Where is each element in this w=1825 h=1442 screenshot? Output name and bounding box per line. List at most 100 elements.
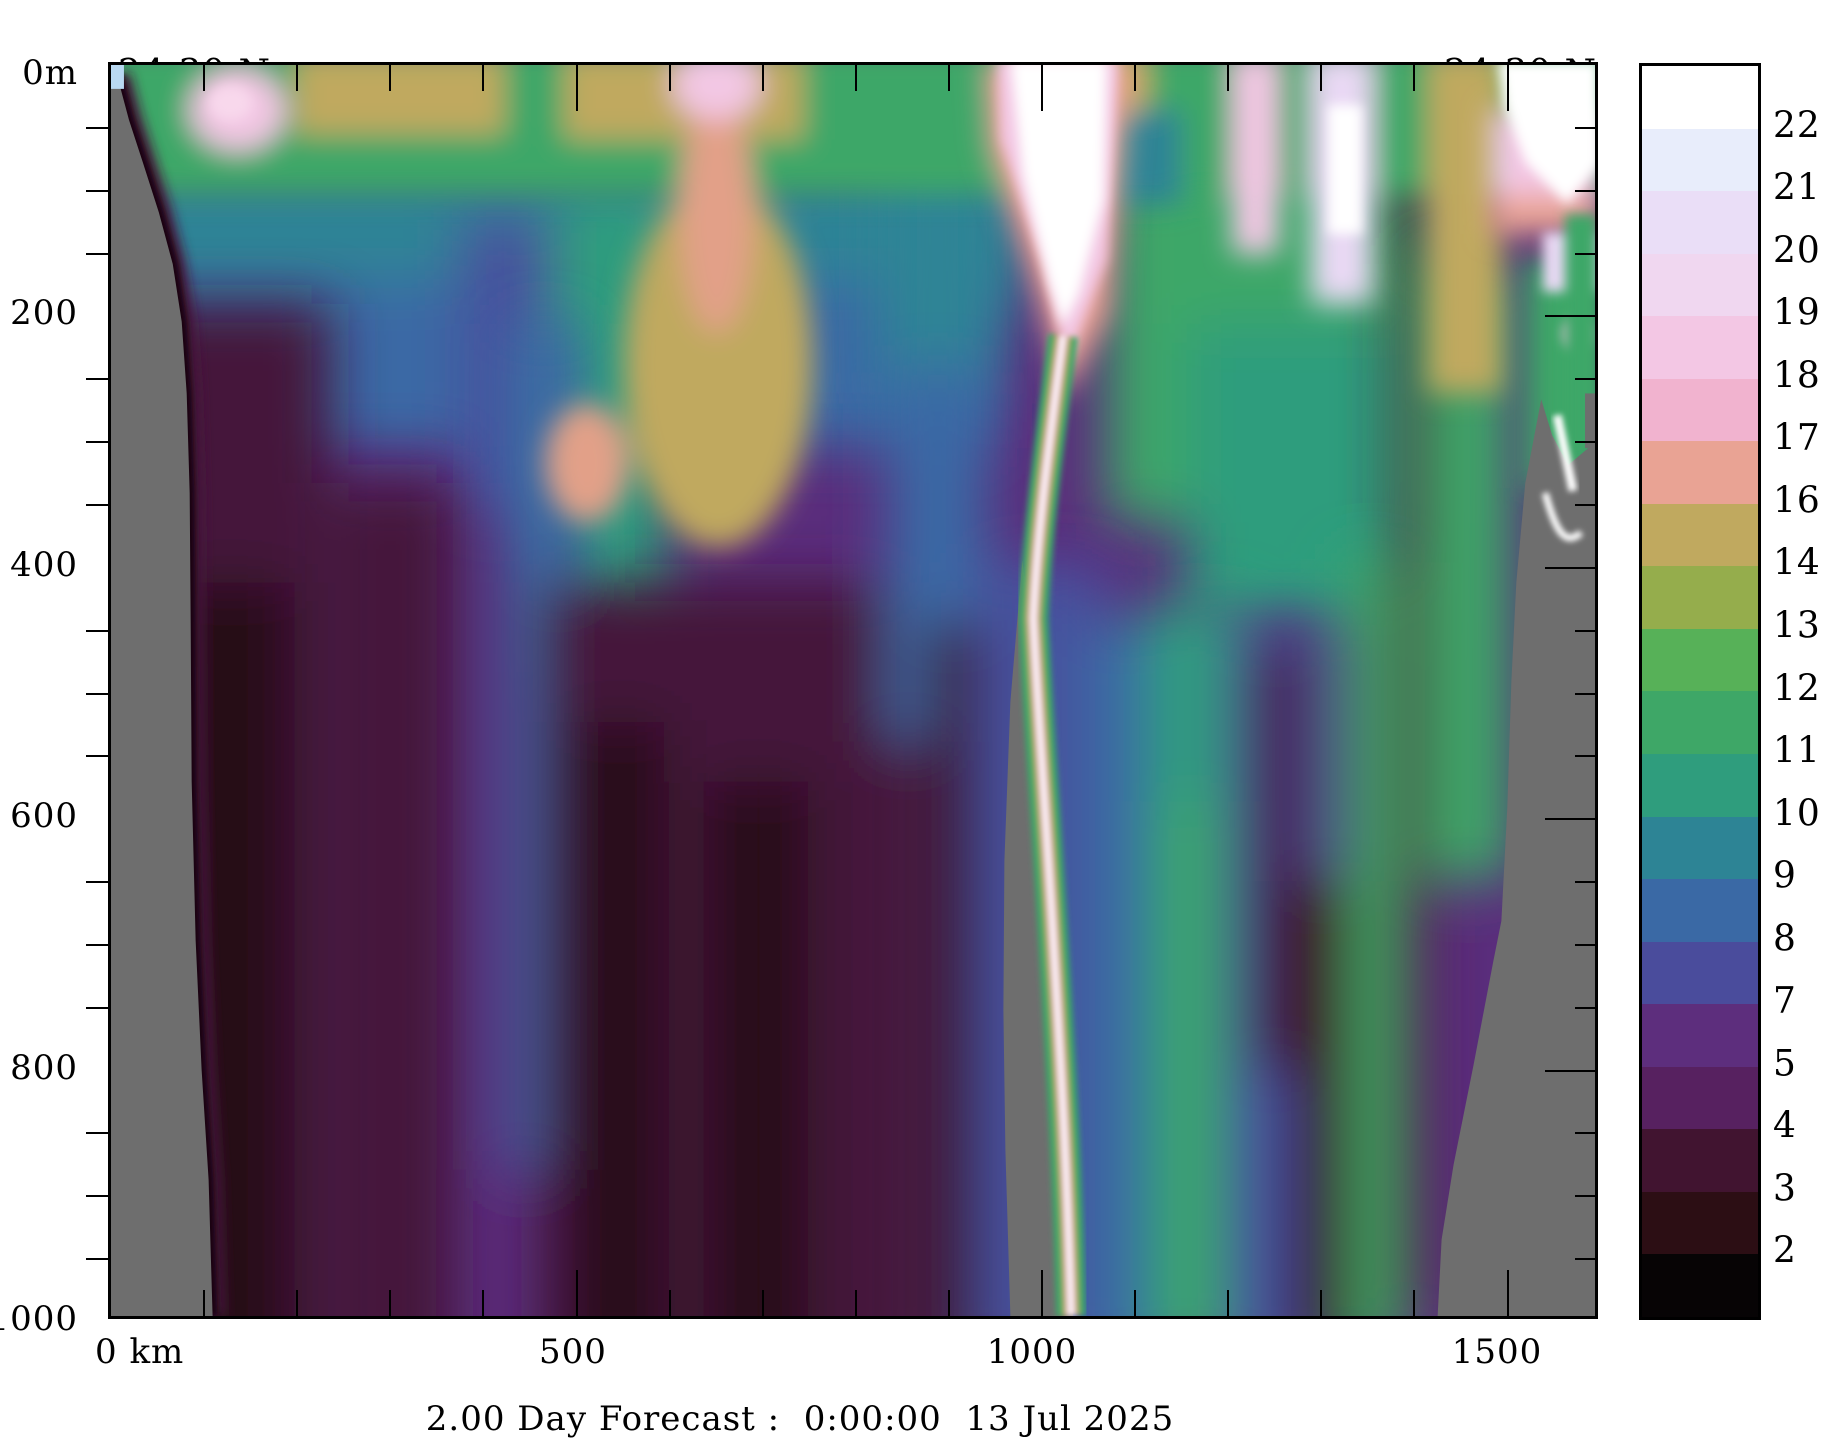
colorbar-segment [1642, 754, 1758, 817]
colorbar-label: 22 [1773, 105, 1821, 147]
axis-tick [761, 65, 764, 91]
axis-tick [1575, 692, 1595, 695]
axis-tick [1227, 1290, 1230, 1316]
depth-axis-label: 0m [22, 53, 78, 93]
colorbar-segment [1642, 941, 1758, 1005]
axis-tick [1575, 503, 1595, 506]
axis-tick [389, 1290, 392, 1316]
colorbar-segment [1642, 441, 1758, 504]
axis-tick [1320, 65, 1323, 91]
colorbar-segment [1642, 1066, 1758, 1130]
axis-tick [668, 1290, 671, 1316]
axis-tick [1227, 65, 1230, 91]
axis-tick [1575, 881, 1595, 884]
colorbar-segment [1642, 879, 1758, 942]
colorbar-segment [1642, 316, 1758, 379]
axis-tick [296, 65, 299, 91]
axis-tick [947, 65, 950, 91]
axis-tick [1575, 126, 1595, 129]
colorbar-label: 9 [1773, 855, 1797, 897]
colorbar-label: 5 [1773, 1043, 1797, 1085]
colorbar-labels: 22 21 20 19 18 17 16 14 13 12 11 10 9 8 7 5 4 3 2 [1773, 0, 1825, 1442]
axis-tick [1575, 755, 1595, 758]
contour-field [111, 65, 1595, 1316]
axis-tick [86, 943, 108, 946]
colorbar-label: 2 [1773, 1230, 1797, 1272]
axis-tick [1575, 943, 1595, 946]
axis-tick [86, 692, 108, 695]
axis-tick [296, 1290, 299, 1316]
axis-tick [1320, 1290, 1323, 1316]
colorbar-label: 16 [1773, 480, 1821, 522]
colorbar-label: 17 [1773, 417, 1821, 459]
axis-tick [761, 1290, 764, 1316]
distance-axis-label: 500 [539, 1332, 607, 1372]
axis-ticks [86, 65, 1595, 1316]
distance-axis-label: 1500 [1451, 1332, 1543, 1372]
axis-tick [1545, 315, 1595, 318]
axis-tick [668, 65, 671, 91]
axis-tick [1506, 1270, 1509, 1316]
axis-tick [86, 629, 108, 632]
axis-tick [86, 252, 108, 255]
depth-axis-label: 800 [10, 1048, 78, 1088]
colorbar-label: 21 [1773, 167, 1821, 209]
axis-tick [1134, 65, 1137, 91]
axis-tick [203, 65, 206, 91]
axis-tick [854, 65, 857, 91]
axis-tick [1041, 1270, 1043, 1316]
axis-tick [1575, 1258, 1595, 1261]
colorbar-segment [1642, 191, 1758, 254]
colorbar-label: 11 [1773, 730, 1821, 772]
colorbar-segment [1642, 1254, 1758, 1317]
axis-tick [1134, 1290, 1137, 1316]
colorbar-segment [1642, 566, 1758, 629]
axis-tick [947, 1290, 950, 1316]
colorbar-label: 8 [1773, 918, 1797, 960]
axis-tick [1575, 378, 1595, 381]
axis-tick [86, 189, 108, 192]
colorbar-label: 19 [1773, 292, 1821, 334]
colorbar-label: 10 [1773, 793, 1821, 835]
axis-tick [86, 1258, 108, 1261]
axis-tick [1545, 818, 1595, 821]
colorbar-segment [1642, 628, 1758, 692]
colorbar-label: 13 [1773, 605, 1821, 647]
axis-tick [1545, 1069, 1595, 1072]
axis-tick [1575, 441, 1595, 444]
depth-axis-label: 200 [10, 293, 78, 333]
axis-tick [1575, 189, 1595, 192]
colorbar-segment [1642, 1129, 1758, 1192]
axis-tick [1506, 65, 1509, 111]
colorbar-segment [1642, 503, 1758, 567]
distance-axis-label: 1000 [986, 1332, 1078, 1372]
forecast-caption: 2.00 Day Forecast : 0:00:00 13 Jul 2025 [425, 1399, 1175, 1439]
axis-tick [1575, 1132, 1595, 1135]
axis-tick [86, 503, 108, 506]
axis-tick [482, 65, 485, 91]
axis-tick [86, 755, 108, 758]
colorbar-label: 7 [1773, 980, 1797, 1022]
axis-tick [1575, 252, 1595, 255]
colorbar-label: 14 [1773, 542, 1821, 584]
axis-tick [575, 65, 578, 111]
axis-tick [86, 126, 108, 129]
colorbar-segment [1642, 128, 1758, 192]
colorbar-segment [1642, 1004, 1758, 1067]
axis-tick [1575, 1006, 1595, 1009]
colorbar-segment [1642, 1191, 1758, 1255]
axis-tick [1413, 65, 1416, 91]
contour-section-plot [86, 62, 1598, 1319]
axis-tick [1413, 1290, 1416, 1316]
colorbar-segment [1642, 66, 1758, 129]
axis-tick [86, 441, 108, 444]
depth-axis-label: 600 [10, 796, 78, 836]
axis-tick [1575, 629, 1595, 632]
colorbar-segments [1639, 63, 1761, 1320]
colorbar-segment [1642, 816, 1758, 880]
axis-tick [86, 1132, 108, 1135]
axis-tick [854, 1290, 857, 1316]
colorbar-label: 12 [1773, 668, 1821, 709]
depth-axis-labels: 0m 200 400 600 800 1000 [0, 0, 80, 1442]
